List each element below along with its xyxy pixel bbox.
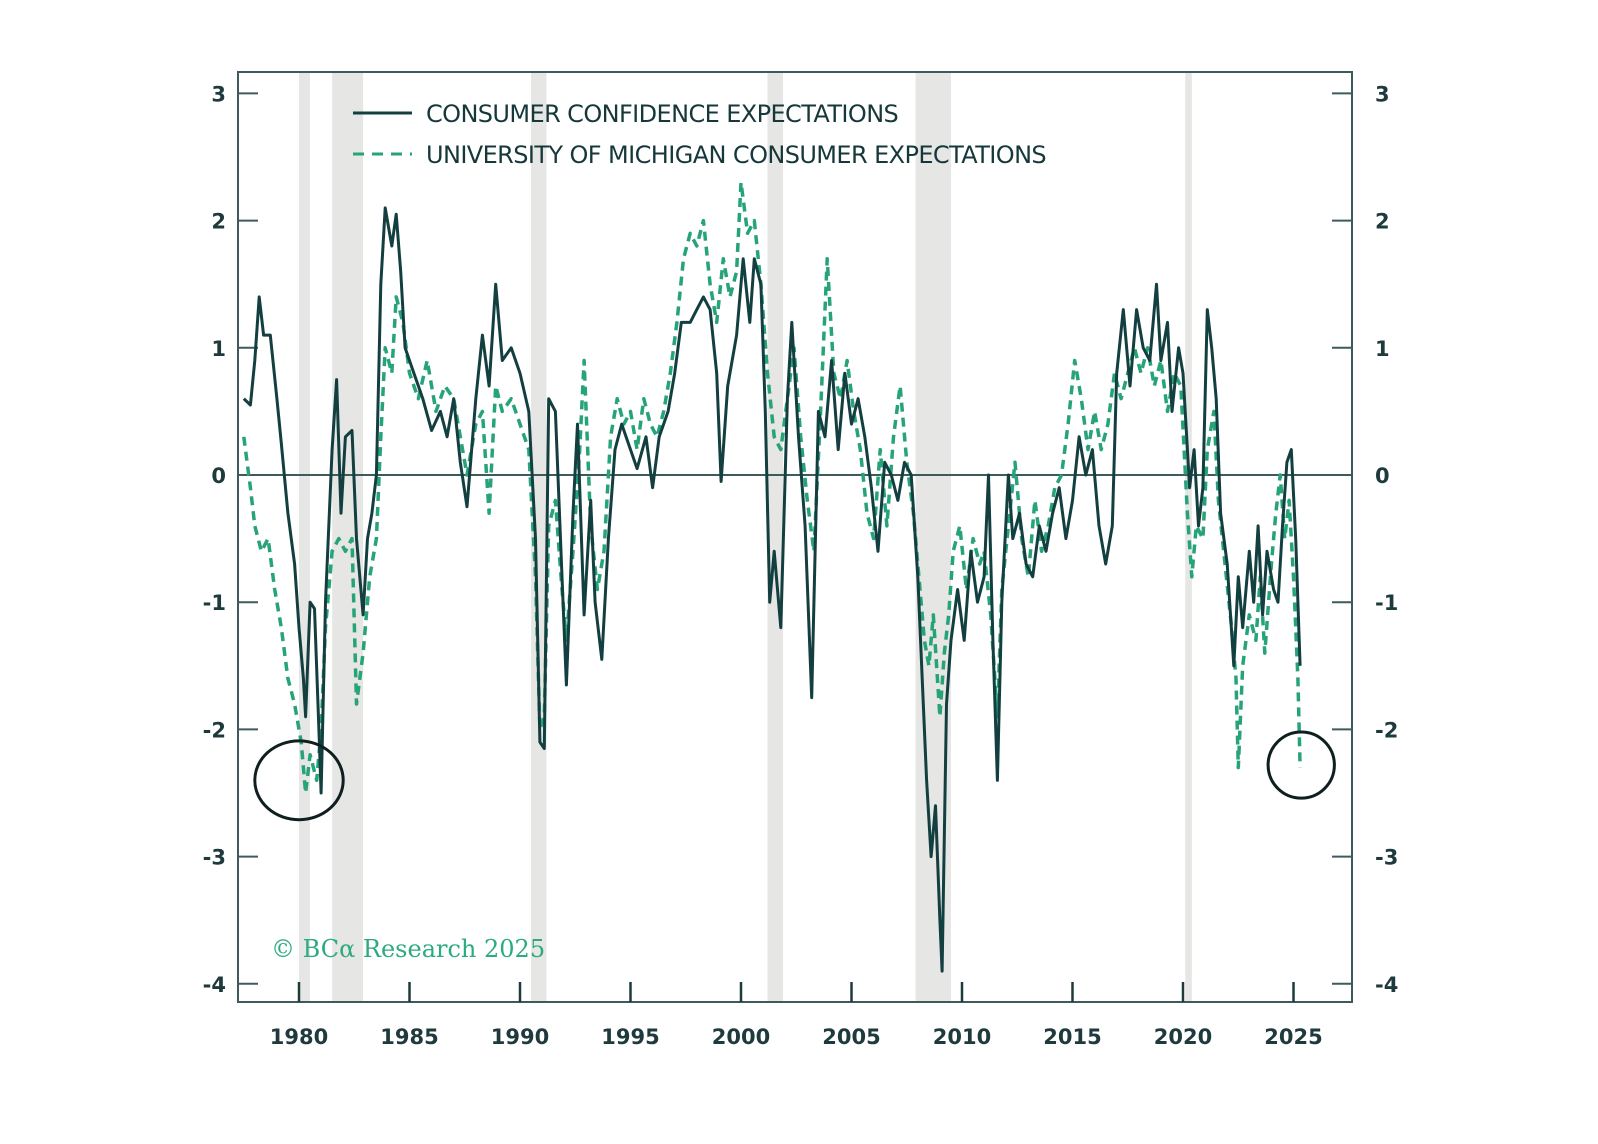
y-tick-label-right: -1 xyxy=(1375,591,1398,615)
recession-band-1 xyxy=(332,72,364,1002)
y-tick-label-left: -2 xyxy=(203,718,226,742)
y-tick-label-left: -1 xyxy=(203,591,226,615)
plot-frame xyxy=(237,71,1353,1003)
y-tick-label-left: 1 xyxy=(211,337,226,361)
y-tick-label-right: 3 xyxy=(1375,82,1390,106)
y-axis-right: 3 2 1 0 -1 -2 -3 -4 xyxy=(1332,82,1398,997)
y-axis-left: 3 2 1 0 -1 -2 -3 -4 xyxy=(203,82,258,997)
watermark: © BCα Research 2025 xyxy=(271,935,545,963)
recession-band-2 xyxy=(531,72,547,1002)
series-consumer-confidence-expectations xyxy=(242,206,1302,973)
y-tick-label-right: -2 xyxy=(1375,718,1398,742)
x-tick-label: 2020 xyxy=(1154,1025,1212,1049)
x-tick-label: 1995 xyxy=(601,1025,659,1049)
y-tick-label-left: -3 xyxy=(203,846,226,870)
recession-bands xyxy=(299,72,1192,1002)
y-tick-label-left: 0 xyxy=(211,464,226,488)
annotation-circle-0 xyxy=(253,739,345,822)
y-tick-label-left: 2 xyxy=(211,210,226,234)
x-tick-label: 1980 xyxy=(270,1025,328,1049)
series-layer xyxy=(242,180,1302,973)
y-tick-label-left: -4 xyxy=(203,973,226,997)
x-tick-label: 2005 xyxy=(822,1025,880,1049)
x-tick-label: 2025 xyxy=(1264,1025,1322,1049)
y-tick-label-left: 3 xyxy=(211,82,226,106)
annotation-circle-1 xyxy=(1266,730,1336,800)
y-tick-label-right: -3 xyxy=(1375,846,1398,870)
x-tick-label: 2010 xyxy=(933,1025,991,1049)
legend-label-umich: UNIVERSITY OF MICHIGAN CONSUMER EXPECTAT… xyxy=(426,141,1046,169)
recession-band-0 xyxy=(299,72,311,1002)
x-tick-label: 2000 xyxy=(712,1025,770,1049)
y-tick-label-right: 2 xyxy=(1375,210,1390,234)
x-tick-label: 1985 xyxy=(380,1025,438,1049)
legend: CONSUMER CONFIDENCE EXPECTATIONS UNIVERS… xyxy=(353,100,1047,169)
annotations xyxy=(253,730,1336,822)
x-tick-label: 2015 xyxy=(1043,1025,1101,1049)
y-tick-label-right: 0 xyxy=(1375,464,1390,488)
y-tick-label-right: -4 xyxy=(1375,973,1398,997)
x-tick-label: 1990 xyxy=(491,1025,549,1049)
x-axis: 1980 1985 1990 1995 2000 2005 2010 2015 2020 2025 xyxy=(270,982,1323,1049)
recession-band-4 xyxy=(915,72,951,1002)
recession-band-5 xyxy=(1185,72,1192,1002)
legend-label-consumer-confidence: CONSUMER CONFIDENCE EXPECTATIONS xyxy=(426,100,898,128)
recession-band-3 xyxy=(767,72,783,1002)
y-tick-label-right: 1 xyxy=(1375,337,1390,361)
